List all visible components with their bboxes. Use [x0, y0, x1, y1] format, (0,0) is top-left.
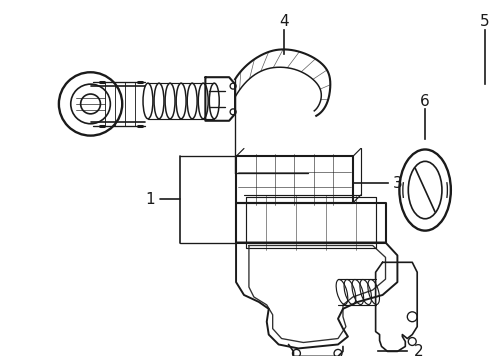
- Text: 4: 4: [279, 14, 289, 29]
- Text: 1: 1: [145, 192, 155, 207]
- Text: 6: 6: [420, 94, 430, 109]
- Text: 5: 5: [480, 14, 490, 29]
- Text: 3: 3: [392, 176, 402, 191]
- Text: 2: 2: [415, 344, 424, 359]
